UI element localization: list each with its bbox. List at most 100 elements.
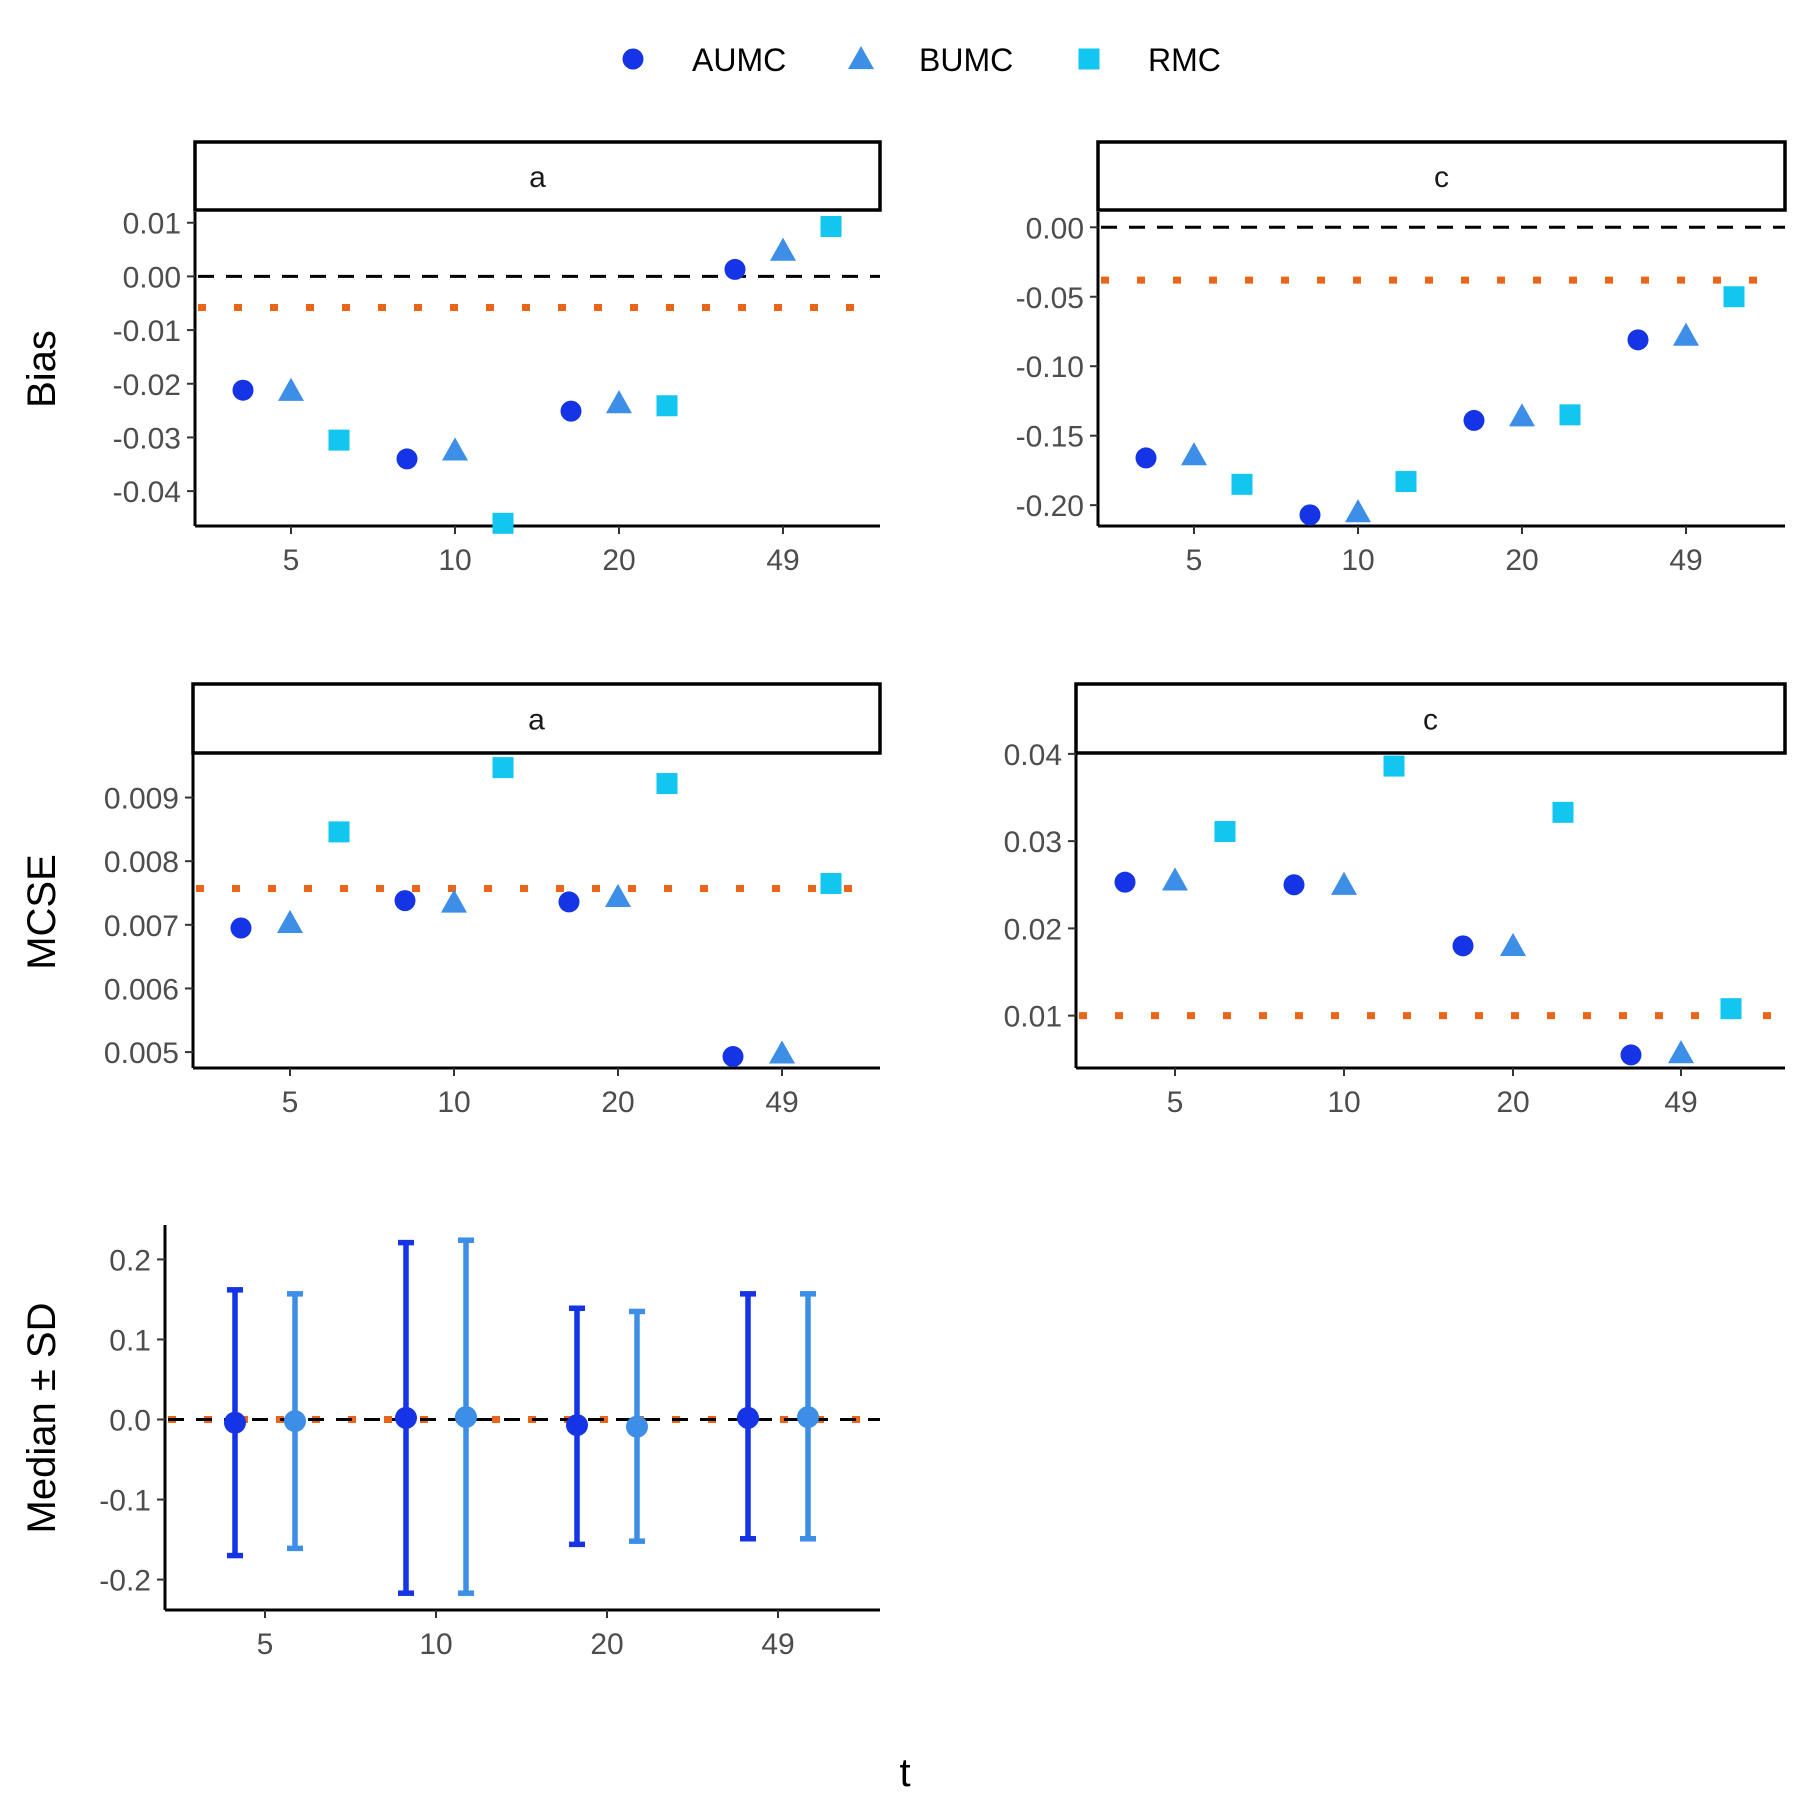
point-mcse-a-aumc-10: [394, 890, 416, 912]
panel-mcse-c: c 0.04 0.03 0.02 0.01 5 10 20 49: [1004, 682, 1787, 1119]
y-axis-title-mcse-a: MCSE: [20, 854, 64, 970]
x-tick-label-mcse-a: 20: [601, 1086, 634, 1119]
legend-bumc-label: BUMC: [919, 42, 1013, 78]
point-mcse-c-rmc-20: [1552, 801, 1574, 823]
point-bias-a-rmc-49: [820, 215, 842, 237]
x-tick-label-bias-a: 49: [766, 544, 799, 577]
point-bias-c-rmc-5: [1231, 473, 1253, 495]
median-point-median-sd-bumc-20: [626, 1415, 648, 1438]
x-tick-label-mcse-a: 5: [282, 1086, 299, 1119]
point-mcse-a-bumc-5: [277, 909, 303, 934]
point-mcse-c-bumc-5: [1162, 867, 1188, 891]
y-tick-label-mcse-a: 0.007: [104, 910, 179, 943]
y-tick-label-bias-a: 0.00: [123, 261, 181, 294]
median-point-median-sd-aumc-49: [737, 1406, 759, 1429]
y-tick-label-mcse-a: 0.005: [104, 1037, 179, 1070]
y-tick-label-bias-c: -0.05: [1016, 282, 1084, 315]
y-tick-label-bias-c: -0.10: [1016, 351, 1084, 384]
y-tick-label-bias-a: -0.03: [113, 422, 181, 455]
y-tick-label-bias-a: -0.01: [113, 315, 181, 348]
y-tick-label-bias-a: -0.02: [113, 369, 181, 402]
panel-median-sd: 0.2 0.1 0.0 -0.1 -0.2 5 10 20 49 Median ± SD: [20, 1225, 880, 1661]
median-point-median-sd-bumc-10: [455, 1406, 477, 1429]
x-tick-label-median-sd: 49: [761, 1628, 794, 1661]
panel-mcse-a: a 0.009 0.008 0.007 0.006 0.005 5 10 20 49 MCSE: [20, 682, 882, 1119]
point-mcse-a-aumc-20: [558, 891, 580, 913]
y-tick-label-median-sd: 0.1: [109, 1324, 151, 1357]
point-bias-a-rmc-20: [656, 395, 678, 417]
point-mcse-a-rmc-49: [820, 872, 842, 894]
point-mcse-c-rmc-10: [1383, 755, 1405, 777]
y-tick-label-median-sd: 0.2: [109, 1244, 151, 1277]
x-tick-label-mcse-a: 10: [437, 1086, 470, 1119]
point-mcse-c-bumc-20: [1500, 932, 1526, 956]
strip-label-mcse-c: c: [1423, 704, 1438, 737]
y-tick-label-mcse-c: 0.04: [1004, 739, 1062, 772]
y-axis-title-median-sd: Median ± SD: [20, 1303, 64, 1534]
median-point-median-sd-aumc-20: [566, 1414, 588, 1437]
point-bias-c-aumc-5: [1135, 447, 1157, 469]
point-mcse-a-rmc-20: [656, 773, 678, 795]
point-mcse-c-rmc-49: [1720, 998, 1742, 1020]
x-tick-label-bias-a: 5: [283, 544, 300, 577]
strip-mcse-c: [1074, 682, 1787, 755]
x-tick-label-mcse-c: 10: [1327, 1086, 1360, 1119]
strip-bias-c: [1096, 140, 1787, 212]
y-tick-label-bias-c: 0.00: [1026, 212, 1084, 245]
legend-aumc-marker: [622, 48, 644, 70]
median-point-median-sd-aumc-10: [395, 1406, 417, 1429]
x-tick-label-bias-c: 49: [1669, 544, 1702, 577]
x-tick-label-bias-a: 20: [602, 544, 635, 577]
point-bias-c-bumc-20: [1509, 403, 1535, 427]
y-tick-label-bias-a: 0.01: [123, 208, 181, 241]
x-tick-label-bias-a: 10: [438, 544, 471, 577]
legend: AUMC BUMC RMC: [622, 42, 1221, 78]
y-tick-label-mcse-c: 0.03: [1004, 826, 1062, 859]
median-point-median-sd-aumc-5: [224, 1411, 246, 1434]
point-mcse-a-bumc-10: [441, 889, 467, 913]
y-tick-label-bias-c: -0.15: [1016, 421, 1084, 454]
point-mcse-c-aumc-5: [1114, 871, 1136, 893]
strip-mcse-a: [191, 682, 882, 755]
point-bias-a-bumc-20: [606, 390, 632, 414]
point-bias-c-rmc-49: [1723, 286, 1745, 308]
point-mcse-a-bumc-20: [605, 883, 631, 907]
strip-bias-a: [193, 140, 882, 212]
legend-bumc-marker: [848, 46, 874, 70]
panel-bias-c: c 0.00 -0.05 -0.10 -0.15 -0.20 5 10 20 49: [1016, 140, 1787, 577]
point-bias-c-aumc-20: [1463, 409, 1485, 431]
x-tick-label-mcse-a: 49: [765, 1086, 798, 1119]
point-mcse-c-bumc-49: [1668, 1040, 1694, 1064]
point-bias-c-bumc-49: [1673, 322, 1699, 346]
x-tick-label-bias-c: 20: [1505, 544, 1538, 577]
point-bias-a-bumc-5: [278, 377, 304, 401]
strip-label-mcse-a: a: [528, 704, 545, 737]
y-tick-label-mcse-a: 0.008: [104, 846, 179, 879]
point-bias-a-rmc-5: [328, 429, 350, 451]
y-tick-label-mcse-a: 0.009: [104, 783, 179, 816]
y-axis-title-bias-a: Bias: [20, 330, 64, 408]
y-tick-label-mcse-c: 0.02: [1004, 913, 1062, 946]
y-tick-label-median-sd: -0.2: [99, 1565, 151, 1598]
strip-label-bias-c: c: [1434, 161, 1449, 194]
point-bias-a-bumc-49: [770, 237, 796, 261]
point-bias-c-aumc-10: [1299, 504, 1321, 526]
y-tick-label-bias-a: -0.04: [113, 476, 181, 509]
y-tick-label-median-sd: -0.1: [99, 1485, 151, 1518]
legend-aumc-label: AUMC: [692, 42, 786, 78]
x-tick-label-mcse-c: 5: [1167, 1086, 1184, 1119]
point-bias-a-aumc-10: [396, 448, 418, 470]
median-point-median-sd-bumc-49: [797, 1406, 819, 1429]
x-tick-label-median-sd: 10: [419, 1628, 452, 1661]
panel-bias-a: a 0.01 0.00 -0.01 -0.02 -0.03 -0.04 5 10 20 49 Bias: [20, 140, 882, 577]
point-mcse-a-rmc-10: [492, 757, 514, 779]
y-tick-label-mcse-c: 0.01: [1004, 1001, 1062, 1034]
point-bias-c-aumc-49: [1627, 329, 1649, 351]
point-mcse-c-rmc-5: [1214, 821, 1236, 843]
point-bias-c-rmc-20: [1559, 404, 1581, 426]
point-mcse-c-aumc-10: [1283, 874, 1305, 896]
x-axis-title: t: [899, 1751, 910, 1795]
point-mcse-a-bumc-49: [769, 1040, 795, 1064]
point-bias-a-bumc-10: [442, 437, 468, 461]
